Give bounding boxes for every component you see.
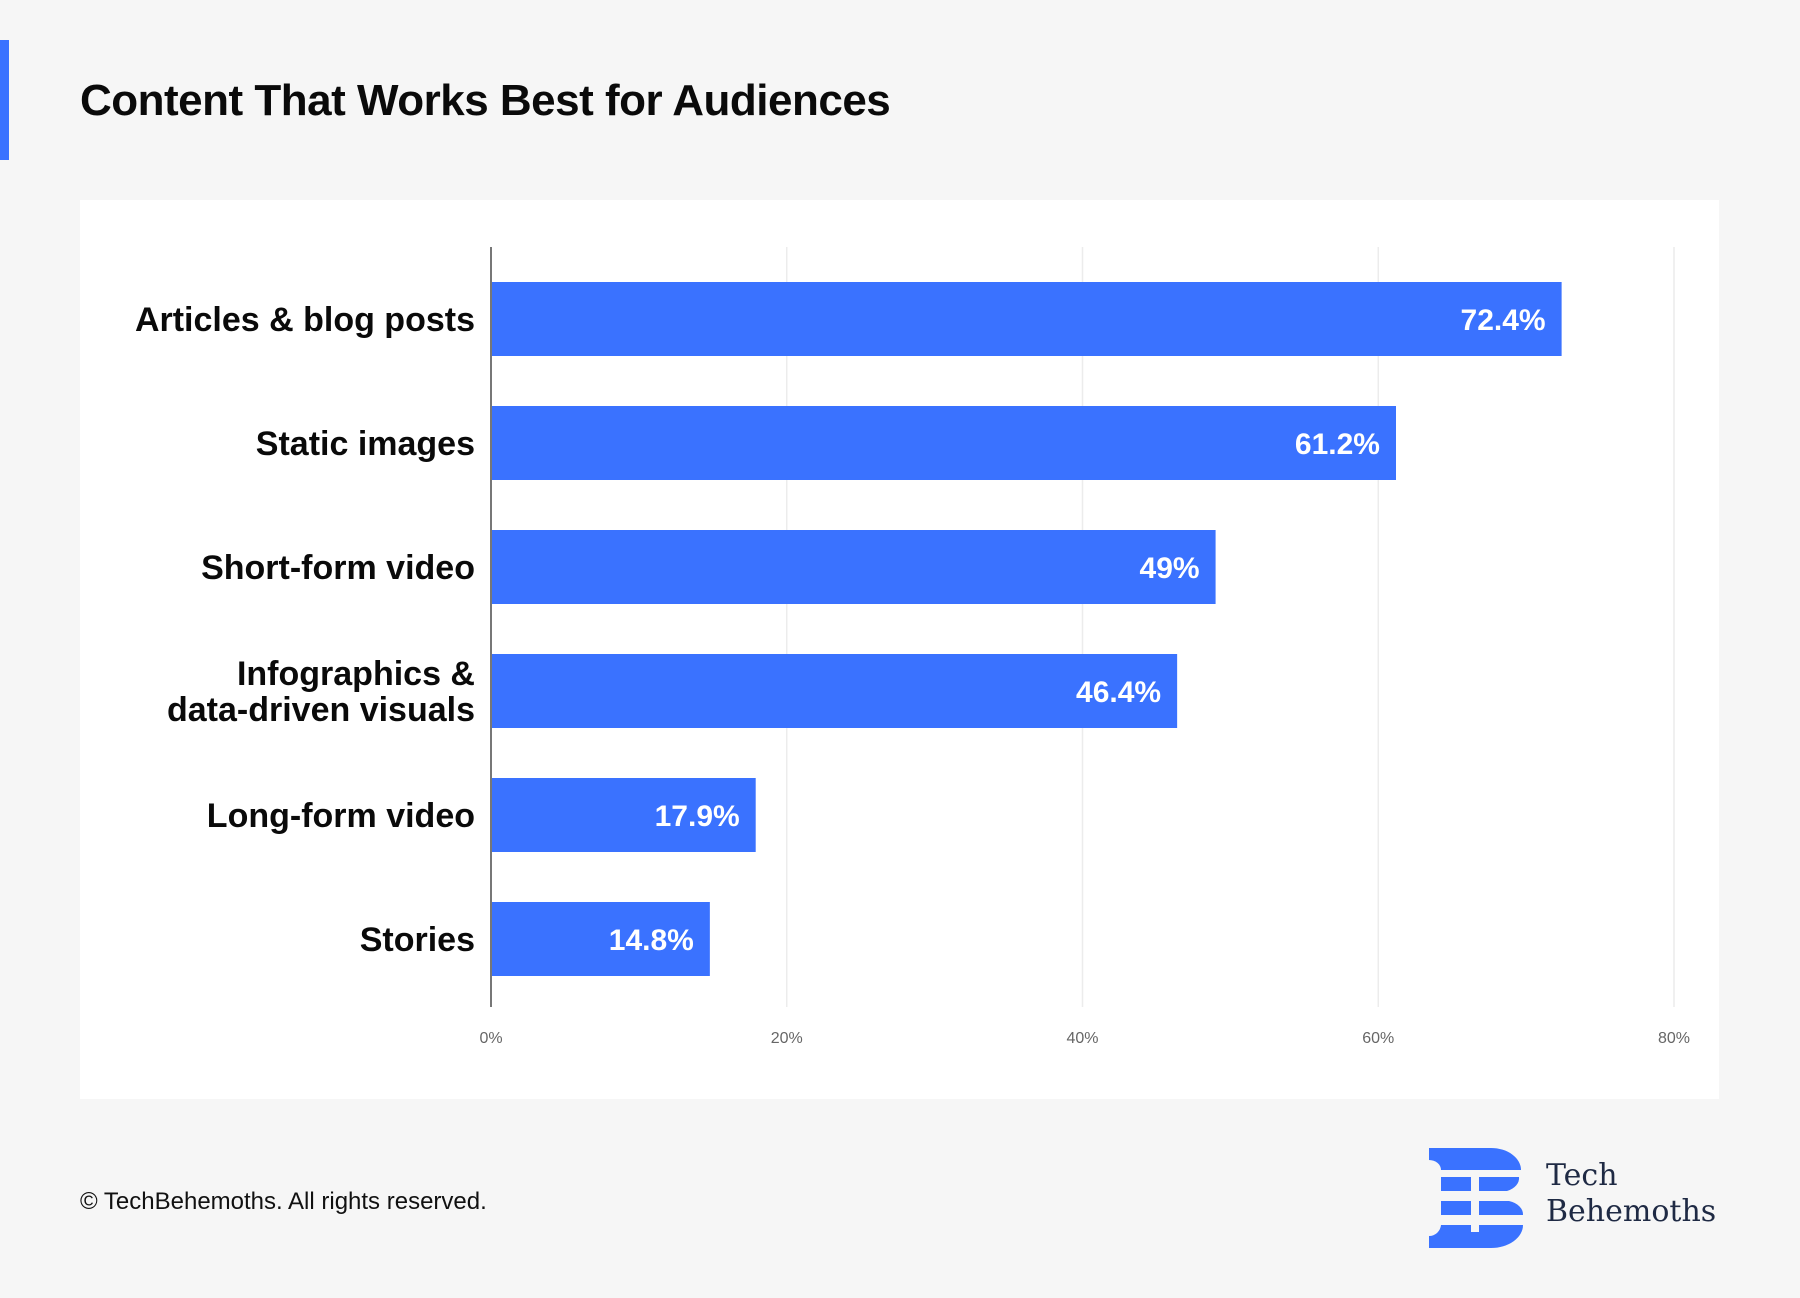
category-label: Infographics & data-driven visuals <box>167 655 475 729</box>
techbehemoths-logo-icon <box>1429 1148 1524 1248</box>
category-label: Short-form video <box>201 549 475 587</box>
bar-value-label: 14.8% <box>609 924 694 957</box>
bar <box>491 406 1396 480</box>
bar-value-label: 49% <box>1140 552 1200 585</box>
x-tick-label: 80% <box>1658 1030 1690 1047</box>
bar-value-label: 72.4% <box>1461 304 1546 337</box>
bar <box>491 654 1178 728</box>
bar <box>491 902 710 976</box>
page-title: Content That Works Best for Audiences <box>80 76 891 125</box>
bar-chart: 0% 20% 40% 60% 80% 72.4% Articles & blog posts… <box>135 247 1690 1047</box>
title-accent-bar <box>0 40 9 160</box>
category-label: Stories <box>360 921 475 959</box>
bar-value-label: 17.9% <box>655 800 740 833</box>
bar <box>491 282 1562 356</box>
x-tick-label: 20% <box>771 1030 803 1047</box>
category-label: Static images <box>256 425 475 463</box>
bar-value-label: 46.4% <box>1076 676 1161 709</box>
x-tick-label: 0% <box>479 1030 502 1047</box>
category-label: Long-form video <box>207 797 475 835</box>
bar <box>491 530 1216 604</box>
logo-line-1: Tech <box>1546 1158 1618 1193</box>
chart-card: 0% 20% 40% 60% 80% 72.4% Articles & blog posts… <box>80 200 1719 1099</box>
category-label: Articles & blog posts <box>135 301 475 339</box>
logo-line-2: Behemoths <box>1546 1194 1717 1229</box>
logo-wordmark: Tech Behemoths <box>1546 1158 1716 1230</box>
bar <box>491 778 756 852</box>
bar-value-label: 61.2% <box>1295 428 1380 461</box>
x-tick-label: 40% <box>1066 1030 1098 1047</box>
x-tick-label: 60% <box>1362 1030 1394 1047</box>
copyright-footer: © TechBehemoths. All rights reserved. <box>80 1188 487 1215</box>
